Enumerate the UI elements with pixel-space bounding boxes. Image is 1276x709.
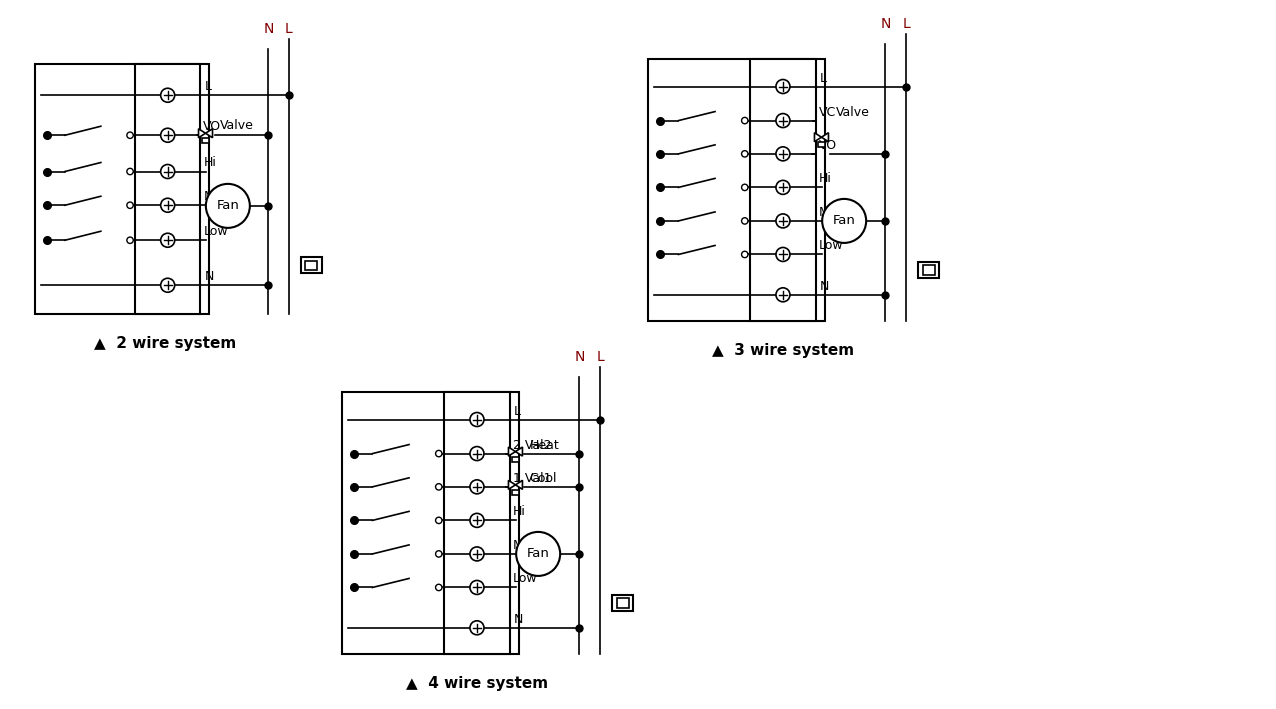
Text: Hi: Hi: [203, 157, 216, 169]
Text: L: L: [204, 80, 212, 94]
Text: N: N: [820, 280, 829, 293]
Circle shape: [776, 79, 790, 94]
Circle shape: [470, 513, 484, 527]
Circle shape: [470, 581, 484, 594]
Circle shape: [161, 164, 175, 179]
Text: N: N: [514, 613, 523, 626]
Text: N: N: [880, 17, 891, 31]
Text: Hi: Hi: [819, 172, 832, 185]
Text: Valve: Valve: [836, 106, 869, 118]
Text: L: L: [902, 17, 910, 31]
Text: Med: Med: [203, 190, 230, 203]
Circle shape: [776, 113, 790, 128]
Bar: [750, 59, 817, 321]
Text: N: N: [204, 270, 213, 284]
Polygon shape: [199, 129, 205, 138]
Bar: [305, 260, 318, 270]
Bar: [923, 265, 935, 274]
Text: Fan: Fan: [217, 199, 240, 213]
Circle shape: [776, 288, 790, 302]
Bar: [301, 257, 322, 273]
Text: N: N: [574, 350, 584, 364]
Circle shape: [126, 132, 133, 138]
Bar: [648, 59, 826, 321]
Bar: [342, 392, 519, 654]
Text: Fan: Fan: [527, 547, 550, 560]
Circle shape: [205, 184, 250, 228]
Circle shape: [435, 584, 441, 591]
Polygon shape: [516, 480, 522, 489]
Text: Cool: Cool: [530, 472, 556, 485]
Circle shape: [470, 480, 484, 494]
Circle shape: [776, 180, 790, 194]
Circle shape: [776, 247, 790, 262]
Text: Heat: Heat: [530, 439, 559, 452]
Circle shape: [161, 199, 175, 212]
Bar: [202, 138, 209, 143]
Circle shape: [741, 150, 748, 157]
Text: ▲  2 wire system: ▲ 2 wire system: [94, 336, 236, 351]
Text: 2 Val2: 2 Val2: [513, 439, 551, 452]
Circle shape: [741, 184, 748, 191]
Text: Med: Med: [513, 539, 540, 552]
Text: L: L: [285, 22, 292, 36]
Circle shape: [435, 517, 441, 523]
Bar: [135, 64, 200, 314]
Circle shape: [470, 413, 484, 427]
Polygon shape: [822, 133, 828, 142]
Polygon shape: [508, 480, 516, 489]
Circle shape: [126, 237, 133, 243]
Circle shape: [435, 484, 441, 490]
Text: Med: Med: [819, 206, 846, 219]
Circle shape: [161, 88, 175, 102]
Circle shape: [741, 218, 748, 224]
Bar: [444, 392, 510, 654]
Polygon shape: [205, 129, 213, 138]
Text: Hi: Hi: [513, 506, 526, 518]
Polygon shape: [508, 447, 516, 456]
Text: VO: VO: [819, 139, 837, 152]
Circle shape: [741, 118, 748, 124]
Text: Fan: Fan: [833, 214, 856, 228]
Circle shape: [517, 532, 560, 576]
Text: L: L: [596, 350, 604, 364]
Circle shape: [776, 147, 790, 161]
Circle shape: [470, 621, 484, 635]
Circle shape: [470, 547, 484, 561]
Circle shape: [470, 447, 484, 461]
Bar: [616, 598, 629, 608]
Bar: [818, 143, 826, 147]
Text: Low: Low: [203, 225, 228, 238]
Circle shape: [776, 214, 790, 228]
Polygon shape: [814, 133, 822, 142]
Text: L: L: [514, 405, 521, 418]
Circle shape: [161, 233, 175, 247]
Polygon shape: [516, 447, 522, 456]
Text: N: N: [263, 22, 273, 36]
Circle shape: [822, 199, 866, 243]
Bar: [512, 490, 519, 495]
Text: ▲  3 wire system: ▲ 3 wire system: [712, 343, 854, 358]
Circle shape: [126, 202, 133, 208]
Circle shape: [126, 168, 133, 174]
Text: 1 Val1: 1 Val1: [513, 472, 551, 485]
Bar: [34, 64, 209, 314]
Bar: [612, 595, 633, 611]
Text: L: L: [820, 72, 827, 84]
Text: Valve: Valve: [219, 119, 254, 133]
Text: Low: Low: [819, 240, 843, 252]
Circle shape: [161, 278, 175, 292]
Text: Low: Low: [513, 572, 537, 586]
Circle shape: [435, 450, 441, 457]
Text: VO: VO: [203, 121, 222, 133]
Bar: [919, 262, 939, 278]
Circle shape: [161, 128, 175, 143]
Circle shape: [741, 251, 748, 257]
Circle shape: [435, 551, 441, 557]
Text: VC: VC: [819, 106, 836, 118]
Text: ▲  4 wire system: ▲ 4 wire system: [406, 676, 549, 691]
Bar: [512, 457, 519, 462]
